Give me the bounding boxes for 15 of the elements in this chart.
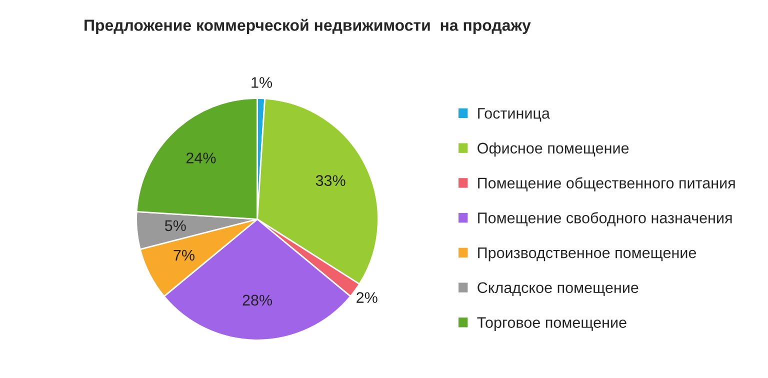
data-label: 2% xyxy=(356,292,378,303)
legend-label: Складское помещение xyxy=(478,282,638,296)
legend-label: Помещение общественного питания xyxy=(478,177,735,192)
legend-label: Помещение свободного назначения xyxy=(478,212,732,226)
legend-label: Офисное помещение xyxy=(478,142,629,157)
chart-title: Предложение коммерческой недвижимости на продажу xyxy=(84,18,531,34)
data-label: 28% xyxy=(242,294,272,306)
data-label: 7% xyxy=(174,250,194,261)
legend-label: Производственное помещение xyxy=(478,248,696,262)
data-label: 5% xyxy=(164,220,186,232)
legend-label: Торговое помещение xyxy=(477,317,626,331)
data-label: 24% xyxy=(186,152,216,164)
data-label: 1% xyxy=(252,77,272,88)
data-label: 33% xyxy=(316,175,346,186)
legend-label: Гостиница xyxy=(478,108,550,122)
